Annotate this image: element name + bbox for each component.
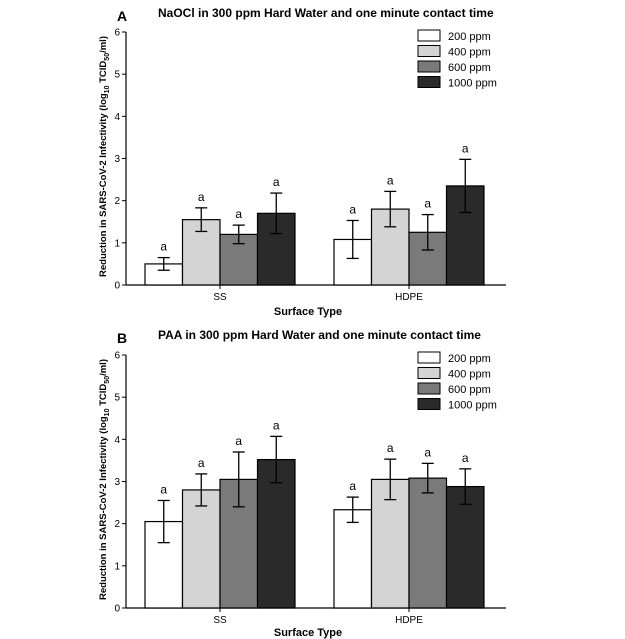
y-tick-label: 0 [114, 604, 120, 615]
significance-label: a [349, 479, 356, 493]
legend-label: 200 ppm [448, 31, 491, 43]
y-tick-label: 6 [114, 351, 120, 362]
y-tick-label: 2 [114, 196, 120, 207]
legend-swatch [417, 398, 441, 410]
bar-ss-400-ppm [181, 489, 221, 609]
y-axis-label-part: 50 [104, 53, 111, 61]
significance-label: a [462, 451, 469, 465]
y-axis-label-part: TCID [98, 384, 109, 409]
y-axis-label-part: /ml) [98, 359, 109, 376]
y-tick-label: 3 [114, 477, 120, 488]
legend-label: 400 ppm [448, 369, 491, 381]
legend-swatch [417, 351, 441, 364]
legend-swatch [417, 367, 441, 379]
significance-label: a [198, 190, 205, 204]
significance-label: a [235, 434, 242, 448]
y-axis-label: Reduction in SARS-CoV-2 Infectivity (log… [98, 359, 111, 600]
significance-label: a [235, 207, 242, 221]
bar-ss-1000-ppm [256, 458, 296, 609]
significance-label: a [387, 441, 394, 455]
significance-label: a [462, 141, 469, 155]
y-axis-label-part: 10 [104, 408, 111, 416]
legend-swatch [417, 29, 441, 42]
significance-label: a [273, 175, 280, 189]
significance-label: a [198, 456, 205, 470]
legend-swatch [417, 60, 441, 73]
legend-swatch [417, 382, 441, 395]
y-axis-label: Reduction in SARS-CoV-2 Infectivity (log… [98, 36, 111, 277]
significance-label: a [387, 173, 394, 187]
significance-label: a [424, 445, 431, 459]
significance-label: a [273, 418, 280, 432]
legend-swatch [417, 76, 441, 88]
y-tick-label: 1 [114, 561, 120, 572]
y-tick-label: 0 [114, 281, 120, 292]
x-tick-label: HDPE [395, 615, 423, 626]
legend-label: 1000 ppm [448, 78, 497, 90]
x-tick-label: SS [213, 615, 227, 626]
y-tick-label: 6 [114, 28, 120, 39]
y-tick-label: 5 [114, 393, 120, 404]
legend: 200 ppm 400 ppm 600 ppm 1000 ppm [417, 29, 497, 90]
bar-hdpe-200-ppm [333, 509, 373, 609]
y-axis-label-part: Reduction in SARS-CoV-2 Infectivity (log [98, 93, 109, 277]
y-tick-label: 2 [114, 519, 120, 530]
legend-swatch [417, 45, 441, 57]
chart-panel-b: B PAA in 300 ppm Hard Water and one minut… [98, 328, 506, 639]
y-axis-label-part: Reduction in SARS-CoV-2 Infectivity (log [98, 416, 109, 600]
bar-hdpe-400-ppm [370, 478, 410, 609]
legend: 200 ppm 400 ppm 600 ppm 1000 ppm [417, 351, 497, 412]
chart-panel-a: A NaOCl in 300 ppm Hard Water and one min… [98, 6, 506, 318]
x-tick-label: SS [213, 292, 227, 303]
y-tick-label: 5 [114, 70, 120, 81]
y-axis-label-part: /ml) [98, 36, 109, 53]
significance-label: a [160, 240, 167, 254]
y-axis-label-part: 50 [104, 376, 111, 384]
y-tick-label: 1 [114, 238, 120, 249]
x-axis-label: Surface Type [274, 306, 342, 318]
panel-label: A [117, 8, 127, 24]
significance-label: a [349, 202, 356, 216]
x-tick-label: HDPE [395, 292, 423, 303]
legend-label: 600 ppm [448, 384, 491, 396]
y-tick-label: 4 [114, 435, 120, 446]
legend-label: 600 ppm [448, 62, 491, 74]
y-axis-label-part: TCID [98, 61, 109, 86]
significance-label: a [424, 197, 431, 211]
bar-hdpe-600-ppm [408, 477, 448, 609]
y-tick-label: 3 [114, 154, 120, 165]
legend-label: 1000 ppm [448, 400, 497, 412]
significance-label: a [160, 482, 167, 496]
y-axis-label-part: 10 [104, 85, 111, 93]
bar-hdpe-1000-ppm [445, 485, 485, 609]
legend-label: 400 ppm [448, 47, 491, 59]
chart-title: NaOCl in 300 ppm Hard Water and one minu… [158, 6, 494, 20]
chart-title: PAA in 300 ppm Hard Water and one minute… [158, 328, 481, 342]
y-tick-label: 4 [114, 112, 120, 123]
x-axis-label: Surface Type [274, 627, 342, 639]
panel-label: B [117, 330, 127, 346]
legend-label: 200 ppm [448, 353, 491, 365]
